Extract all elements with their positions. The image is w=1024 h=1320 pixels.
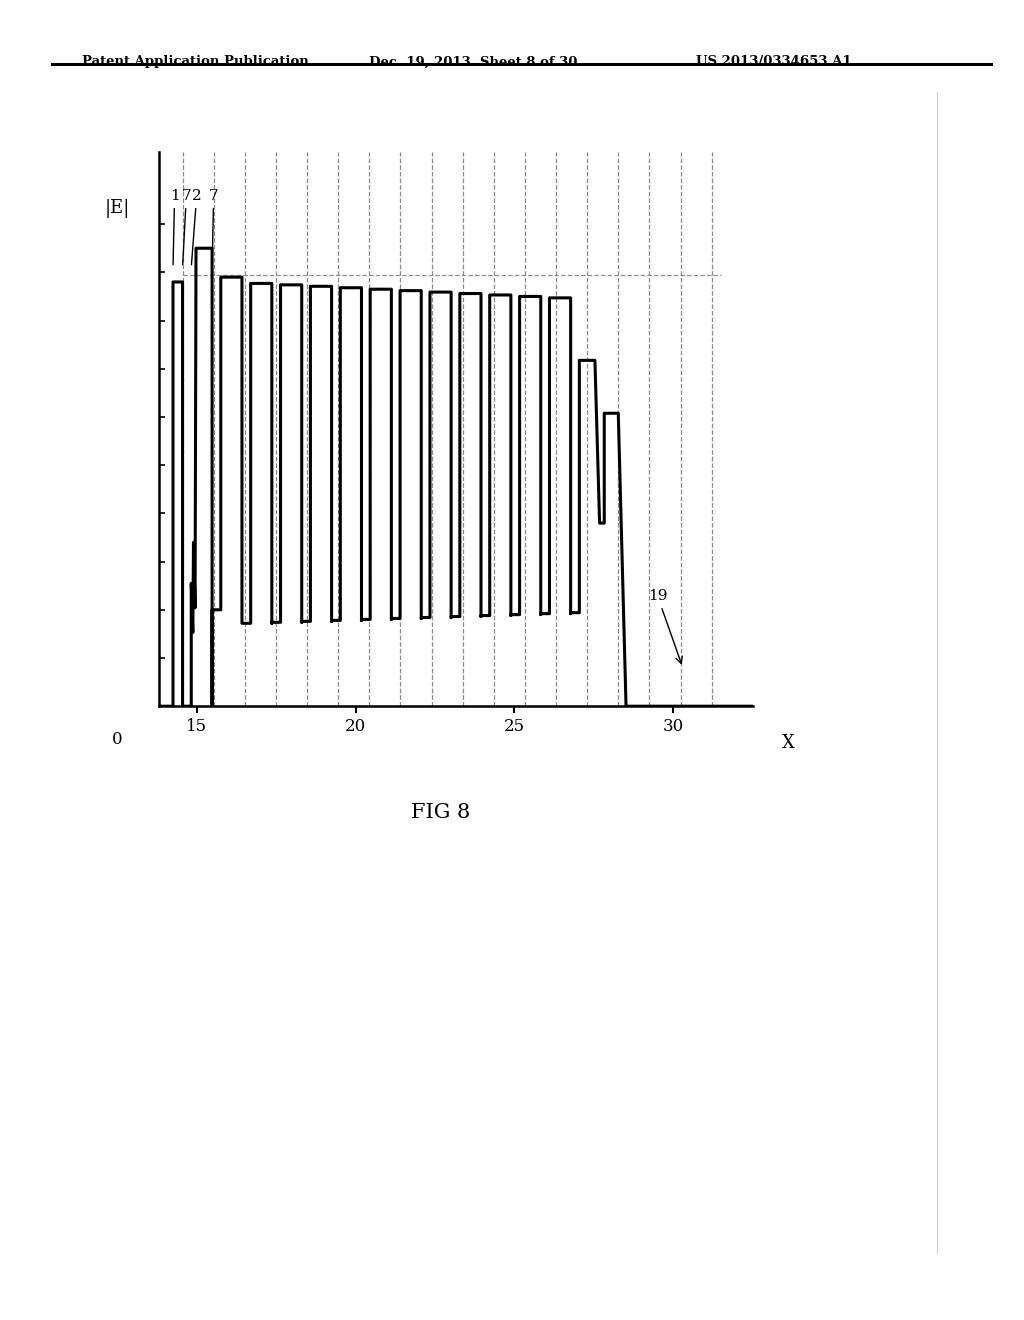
Text: 19: 19 bbox=[648, 589, 682, 664]
Y-axis label: |E|: |E| bbox=[104, 199, 130, 218]
Text: US 2013/0334653 A1: US 2013/0334653 A1 bbox=[696, 55, 852, 69]
Text: Dec. 19, 2013  Sheet 8 of 30: Dec. 19, 2013 Sheet 8 of 30 bbox=[369, 55, 577, 69]
X-axis label: X: X bbox=[782, 734, 795, 752]
Text: 2: 2 bbox=[191, 189, 202, 265]
Text: FIG 8: FIG 8 bbox=[411, 804, 470, 822]
Text: 7: 7 bbox=[181, 189, 191, 265]
Text: Patent Application Publication: Patent Application Publication bbox=[82, 55, 308, 69]
Text: 0: 0 bbox=[112, 731, 123, 748]
Text: 7: 7 bbox=[209, 189, 218, 265]
Text: 1: 1 bbox=[170, 189, 179, 265]
